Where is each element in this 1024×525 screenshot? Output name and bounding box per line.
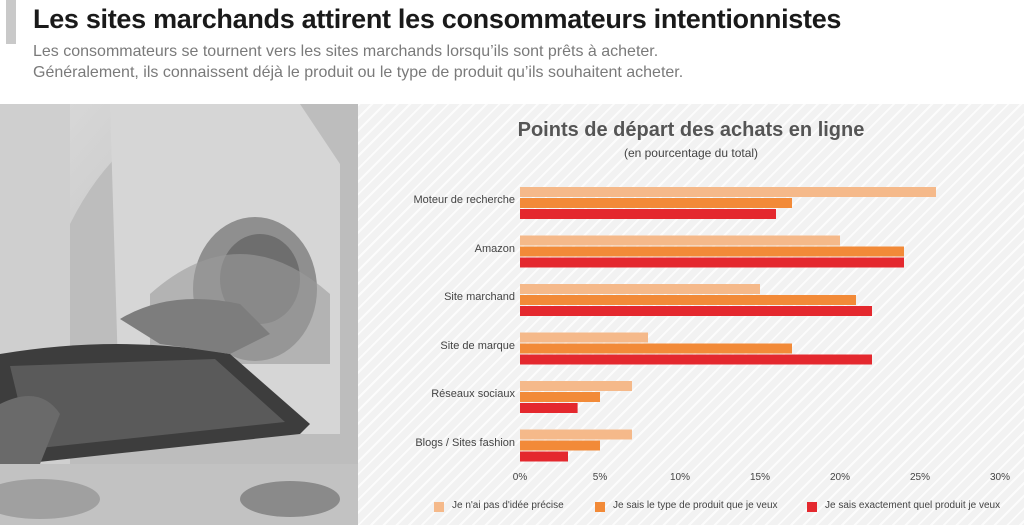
bar-series1-3 <box>520 332 648 343</box>
legend-swatch <box>807 502 817 512</box>
bar-series2-5 <box>520 440 600 451</box>
x-tick-label: 25% <box>909 472 930 483</box>
x-tick-label: 10% <box>669 472 690 483</box>
bar-series3-1 <box>520 257 904 268</box>
category-label: Site de marque <box>440 339 515 352</box>
shopper-tablet-photo <box>0 104 358 525</box>
subtitle-line-2: Généralement, ils connaissent déjà le pr… <box>33 64 684 81</box>
page-subtitle: Les consommateurs se tournent vers les s… <box>33 41 993 83</box>
bar-series1-1 <box>520 235 840 246</box>
x-tick-label: 20% <box>829 472 850 483</box>
bar-series3-2 <box>520 306 872 316</box>
subtitle-line-1: Les consommateurs se tournent vers les s… <box>33 43 659 60</box>
category-label: Amazon <box>474 242 515 255</box>
legend-label: Je sais le type de produit que je veux <box>613 500 778 511</box>
bar-series2-0 <box>520 198 792 208</box>
chart-title: Points de départ des achats en ligne <box>517 119 865 141</box>
legend-label: Je n'ai pas d'idée précise <box>452 500 564 511</box>
category-label: Moteur de recherche <box>413 194 516 206</box>
category-label: Site marchand <box>444 291 515 303</box>
header-accent-bar <box>6 0 16 44</box>
bar-series1-4 <box>520 381 632 391</box>
x-tick-label: 0% <box>512 472 528 483</box>
bar-series2-1 <box>520 246 904 257</box>
x-tick-label: 5% <box>592 472 608 483</box>
bar-series2-4 <box>520 392 600 402</box>
bar-series2-3 <box>520 343 792 354</box>
bar-series3-4 <box>520 403 578 413</box>
x-tick-label: 30% <box>989 472 1010 483</box>
chart-subtitle: (en pourcentage du total) <box>623 146 759 160</box>
bar-series1-5 <box>520 429 632 440</box>
bar-series1-2 <box>520 284 760 294</box>
legend-swatch <box>434 502 444 512</box>
legend-swatch <box>595 502 605 512</box>
bar-chart <box>520 187 936 462</box>
bar-series3-3 <box>520 354 872 365</box>
bar-series3-0 <box>520 209 776 219</box>
x-tick-label: 15% <box>749 472 770 483</box>
category-label: Blogs / Sites fashion <box>415 436 515 449</box>
bar-series2-2 <box>520 295 856 305</box>
chart-panel: Points de départ des achats en ligne (en… <box>358 104 1024 525</box>
category-label: Réseaux sociaux <box>431 388 515 400</box>
page-title: Les sites marchands attirent les consomm… <box>33 4 842 34</box>
legend-label: Je sais exactement quel produit je veux <box>825 500 1001 511</box>
bar-series3-5 <box>520 451 568 462</box>
bar-series1-0 <box>520 187 936 197</box>
